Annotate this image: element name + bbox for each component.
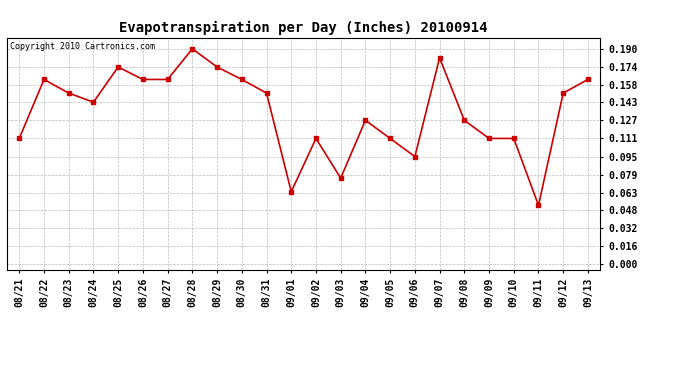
Text: Copyright 2010 Cartronics.com: Copyright 2010 Cartronics.com xyxy=(10,42,155,51)
Title: Evapotranspiration per Day (Inches) 20100914: Evapotranspiration per Day (Inches) 2010… xyxy=(119,21,488,35)
